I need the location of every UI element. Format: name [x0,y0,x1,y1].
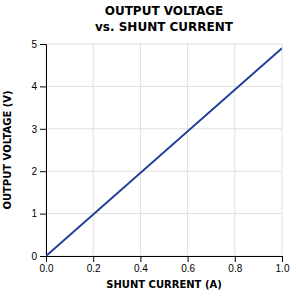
x-axis-tick-mark [282,256,283,262]
x-axis-tick-label: 0.2 [87,263,101,274]
y-axis-tick-label: 2 [31,166,37,177]
y-axis-tick-mark [40,171,46,172]
title: OUTPUT VOLTAGE [105,4,224,18]
x-axis-tick-label: 0.0 [40,263,54,274]
grid-line-y [46,171,282,172]
x-axis-tick-label: 0.6 [181,263,195,274]
grid-line-x [187,44,188,256]
x-axis-tick-label: 1.0 [276,263,290,274]
x-axis-tick-label: 0.4 [134,263,148,274]
x-axis: 0.0 0.2 0.4 0.6 0.8 1.0 [40,256,290,274]
y-axis-tick-label: 3 [31,124,37,135]
y-axis-tick-label: 5 [31,39,37,50]
x-axis-tick-mark [235,256,236,262]
y-axis-tick-mark [40,86,46,87]
x-axis-tick: 0.4 [134,256,148,274]
y-axis-tick-mark [40,129,46,130]
chart: 0.0 0.2 0.4 0.6 0.8 1.0 0 1 2 3 4 5 OUTPUT VOLTAGE vs… [0,0,296,296]
x-axis-tick: 0.0 [40,256,54,274]
y-axis-title: OUTPUT VOLTAGE (V) [2,90,13,209]
grid-line-y [46,44,282,45]
x-axis-line [47,257,283,263]
y-axis-tick: 3 [31,124,46,135]
y-axis-tick: 1 [31,208,46,219]
plot: 0.0 0.2 0.4 0.6 0.8 1.0 0 1 2 3 4 5 [31,39,289,274]
grid-line-y [46,128,282,129]
y-axis-tick: 4 [31,81,46,92]
y-axis: 0 1 2 3 4 5 [31,39,46,262]
y-axis-tick-label: 1 [31,208,37,219]
y-axis-line [40,45,47,257]
y-axis-tick-label: 0 [31,251,37,262]
x-axis-tick-label: 0.8 [228,263,242,274]
x-axis-title: SHUNT CURRENT (A) [106,279,222,290]
grid-line-x [93,44,94,256]
x-axis-tick: 0.6 [181,256,195,274]
y-axis-tick-mark [40,256,46,257]
y-axis-tick: 5 [31,39,46,50]
grid [46,44,282,256]
grid-line-y [46,86,282,87]
grid-line-x [234,44,235,256]
series [46,48,282,256]
y-axis-tick-label: 4 [31,81,37,92]
x-axis-tick-mark [93,256,94,262]
y-axis-tick: 2 [31,166,46,177]
x-axis-tick: 1.0 [276,256,290,274]
x-axis-tick: 0.8 [228,256,242,274]
grid-line-x [140,44,141,256]
grid-line-y [46,213,282,214]
grid-line-x [282,44,283,256]
x-axis-tick: 0.2 [87,256,101,274]
x-axis-tick-mark [188,256,189,262]
subtitle: vs. SHUNT CURRENT [95,20,234,34]
line [46,48,282,256]
y-axis-tick-mark [40,214,46,215]
y-axis-tick: 0 [31,251,46,262]
y-axis-tick-mark [40,44,46,45]
x-axis-tick-mark [140,256,141,262]
